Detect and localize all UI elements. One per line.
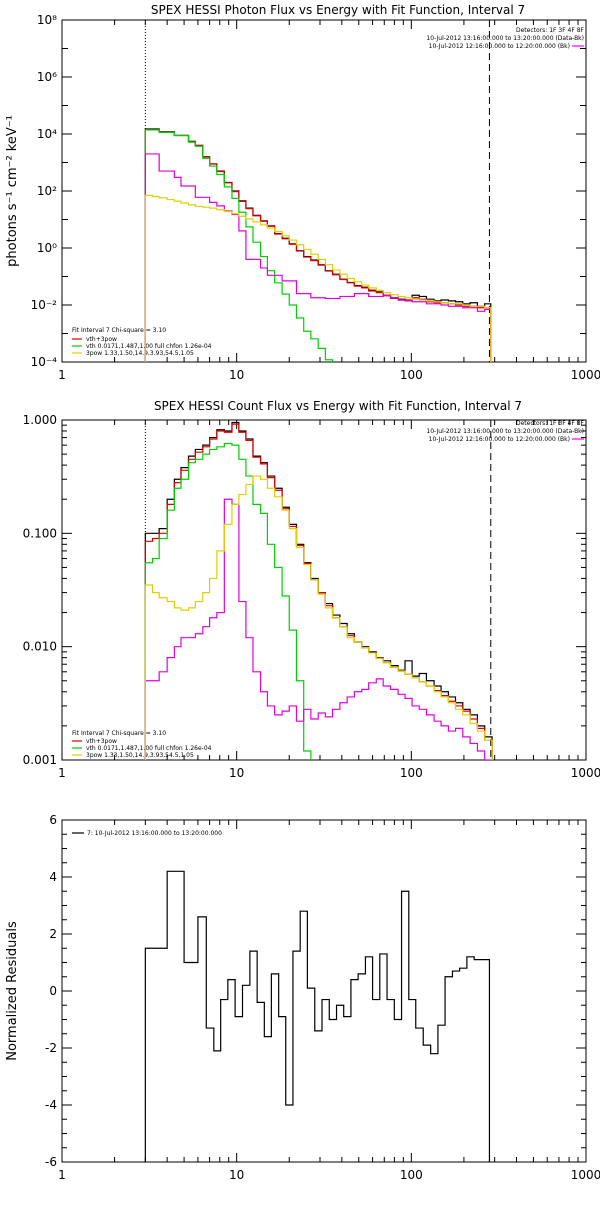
residuals-y-tick-label: -6 xyxy=(45,1155,57,1169)
photon-y-tick-label: 10⁶ xyxy=(37,70,57,84)
photon-series-2 xyxy=(144,129,334,362)
residuals-y-tick-label: 4 xyxy=(49,870,57,884)
residuals-x-tick-label: 1 xyxy=(58,1168,66,1182)
photon-series-0 xyxy=(144,128,492,362)
count-x-tick-label: 1 xyxy=(58,766,66,780)
photon-legend-fit: Fit Interval 7 Chi-square = 3.10 vth+3po… xyxy=(72,327,212,357)
residuals-x-tick-label: 100 xyxy=(400,1168,423,1182)
count-legend-fit-total: vth+3pow xyxy=(86,738,117,745)
photon-y-tick-label: 10² xyxy=(37,184,57,198)
count-plot-frame xyxy=(61,419,587,761)
count-series-4 xyxy=(144,475,493,760)
photon-legend-fit-header: Fit Interval 7 Chi-square = 3.10 xyxy=(72,327,166,334)
photon-x-tick-label: 1000 xyxy=(571,368,600,382)
residuals-plot-frame xyxy=(61,819,587,1163)
photon-legend-fit-vth: vth 0.0171,1.487,1.00 full chfon 1.26e-0… xyxy=(86,343,212,350)
photon-series-3 xyxy=(144,153,492,362)
count-legend-data-interval: 10-Jul-2012 13:16:00.000 to 13:20:00.000… xyxy=(426,428,584,435)
photon-legend-data-interval: 10-Jul-2012 13:16:00.000 to 13:20:00.000… xyxy=(426,35,584,42)
count-y-tick-label: 0.100 xyxy=(23,526,57,540)
residuals-y-tick-label: 0 xyxy=(49,984,57,998)
residuals-y-axis-label: Normalized Residuals xyxy=(5,921,20,1061)
residuals-x-tick-label: 10 xyxy=(229,1168,244,1182)
photon-x-tick-label: 1 xyxy=(58,368,66,382)
residuals-y-tick-label: 6 xyxy=(49,813,57,827)
count-y-tick-label: 1.000 xyxy=(23,413,57,427)
residuals-legend: 7: 10-Jul-2012 13:16:00.000 to 13:20:00.… xyxy=(72,830,222,837)
photon-y-tick-label: 10⁻⁴ xyxy=(31,355,58,369)
count-series-1 xyxy=(144,423,493,760)
residuals-y-tick-label: 2 xyxy=(49,927,57,941)
count-x-tick-label: 1000 xyxy=(571,766,600,780)
residuals-series-0 xyxy=(144,870,491,1162)
count-x-tick-label: 10 xyxy=(229,766,244,780)
photon-y-tick-label: 10⁻² xyxy=(31,298,58,312)
count-legend-fit: Fit Interval 7 Chi-square = 3.10 vth+3po… xyxy=(72,730,212,759)
residuals-y-tick-label: -4 xyxy=(45,1098,57,1112)
photon-legend-detectors: Detectors: 1F 3F 4F 8F xyxy=(516,27,585,34)
residuals-y-tick-label: -2 xyxy=(45,1041,57,1055)
residuals-x-tick-label: 1000 xyxy=(571,1168,600,1182)
residuals-legend-interval: 7: 10-Jul-2012 13:16:00.000 to 13:20:00.… xyxy=(87,830,222,837)
photon-y-tick-label: 10⁸ xyxy=(37,13,57,27)
count-y-tick-label: 0.010 xyxy=(23,640,57,654)
photon-x-tick-label: 10 xyxy=(229,368,244,382)
count-legend-top: Detectors: 1F 3F 4F 8F 10-Jul-2012 13:16… xyxy=(426,420,584,443)
photon-legend-fit-3pow: 3pow 1.33,1.50,14.9,3.93,54.5,1.05 xyxy=(86,350,194,357)
count-flux-panel: SPEX HESSI Count Flux vs Energy with Fit… xyxy=(23,399,600,780)
photon-plot-frame xyxy=(61,19,587,363)
photon-flux-title: SPEX HESSI Photon Flux vs Energy with Fi… xyxy=(151,3,525,17)
photon-y-tick-label: 10⁰ xyxy=(37,241,57,255)
count-legend-bk-interval: 10-Jul-2012 12:16:00.000 to 12:20:00.000… xyxy=(429,436,570,443)
count-legend-fit-header: Fit Interval 7 Chi-square = 3.10 xyxy=(72,730,166,737)
count-x-tick-label: 100 xyxy=(400,766,423,780)
photon-x-tick-label: 100 xyxy=(400,368,423,382)
count-series-0 xyxy=(144,421,493,760)
count-legend-fit-vth: vth 0.0171,1.487,1.00 full chfon 1.26e-0… xyxy=(86,745,212,752)
residuals-panel: 7: 10-Jul-2012 13:16:00.000 to 13:20:00.… xyxy=(5,813,600,1182)
count-series-3 xyxy=(144,498,493,760)
photon-legend-bk-interval: 10-Jul-2012 12:16:00.000 to 12:20:00.000… xyxy=(429,43,570,50)
count-flux-title: SPEX HESSI Count Flux vs Energy with Fit… xyxy=(154,399,522,413)
photon-series-4 xyxy=(144,194,492,362)
count-legend-detectors: Detectors: 1F 3F 4F 8F xyxy=(516,420,585,427)
photon-legend-fit-total: vth+3pow xyxy=(86,336,117,343)
photon-series-1 xyxy=(144,129,492,362)
photon-flux-panel: SPEX HESSI Photon Flux vs Energy with Fi… xyxy=(5,3,600,382)
photon-legend-top: Detectors: 1F 3F 4F 8F 10-Jul-2012 13:16… xyxy=(426,27,584,50)
photon-y-axis-label: photons s⁻¹ cm⁻² keV⁻¹ xyxy=(5,115,20,267)
photon-y-tick-label: 10⁴ xyxy=(37,127,57,141)
count-series-2 xyxy=(144,442,312,760)
count-y-tick-label: 0.001 xyxy=(23,753,57,767)
count-legend-fit-3pow: 3pow 1.33,1.50,14.9,3.93,54.5,1.05 xyxy=(86,752,194,759)
